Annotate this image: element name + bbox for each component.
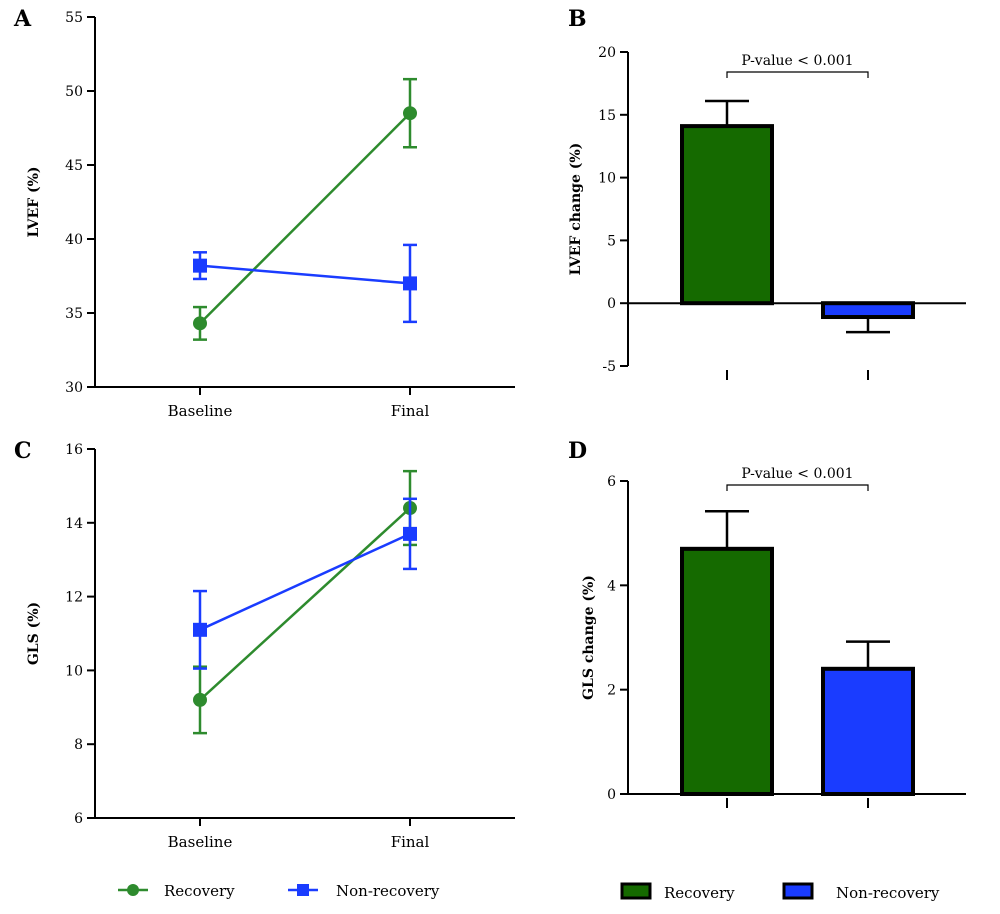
panel-letter-a: A	[13, 6, 32, 32]
panel-b-y-tick-label: 5	[607, 233, 616, 249]
legend-left-recovery-marker	[127, 884, 139, 896]
panel-c-y-tick-label: 14	[65, 516, 83, 532]
panel-c-series-recovery-point	[193, 692, 207, 707]
panel-a-series-nonrecovery-point	[193, 258, 207, 273]
panel-c-y-tick-label: 10	[65, 663, 83, 679]
panel-b-y-axis-label: LVEF change (%)	[568, 143, 584, 276]
panel-letter-d: D	[568, 438, 587, 464]
panel-c-line-chart: 6 8 10 12 14 16 Baseline Final GLS (%)	[26, 442, 515, 851]
legend-left: Recovery Non-recovery	[118, 882, 440, 900]
legend-left-nonrecovery-label: Non-recovery	[336, 882, 440, 900]
panel-c-y-tick-label: 12	[65, 590, 83, 606]
panel-a-series-nonrecovery-line	[199, 264, 411, 285]
panel-c-series-nonrecovery-point	[193, 622, 207, 637]
panel-d-y-tick-label: 2	[607, 683, 616, 699]
panel-c-x-tick-label: Final	[391, 833, 430, 851]
panel-b-y-tick-label: 20	[598, 45, 616, 61]
panel-d-p-value: P-value < 0.001	[741, 466, 853, 482]
panel-a-y-tick-label: 30	[65, 380, 83, 396]
panel-a-series-recovery-point	[403, 106, 417, 121]
panel-d-bar-nonrecovery	[821, 666, 915, 796]
panel-b-bar-recovery	[680, 124, 774, 306]
panel-d-y-tick-label: 6	[607, 474, 616, 490]
panel-d-significance-bracket	[726, 484, 869, 491]
panel-b-y-tick-label: 0	[607, 296, 616, 312]
legend-right-nonrecovery-label: Non-recovery	[836, 884, 940, 902]
legend-right-recovery-swatch	[620, 882, 652, 900]
panel-b-y-tick-label: 15	[598, 108, 616, 124]
panel-b-p-value: P-value < 0.001	[741, 53, 853, 69]
legend-left-recovery-label: Recovery	[164, 882, 235, 900]
panel-d-y-tick-label: 4	[607, 578, 616, 594]
legend-right-recovery-label: Recovery	[664, 884, 735, 902]
panel-c-y-axis-label: GLS (%)	[26, 602, 42, 665]
panel-c-series-recovery-line	[199, 507, 411, 701]
panel-letter-c: C	[14, 438, 32, 464]
panel-a-y-tick-label: 55	[65, 10, 83, 26]
panel-a-line-chart: 30 35 40 45 50 55 Baseline Final LVEF (%)	[26, 10, 515, 420]
panel-b-bar-chart: -5 0 5 10 15 20 LVEF change (%) P-value < 0.001	[568, 45, 966, 380]
panel-a-x-tick-label: Final	[391, 402, 430, 420]
panel-letter-b: B	[568, 6, 587, 32]
panel-b-significance-bracket	[726, 71, 869, 78]
legend-left-nonrecovery-marker	[297, 884, 309, 896]
panel-d-y-tick-label: 0	[607, 787, 616, 803]
panel-c-y-tick-label: 16	[65, 442, 83, 458]
panel-b-y-tick-label: -5	[602, 359, 616, 375]
panel-c-x-tick-label: Baseline	[168, 833, 233, 851]
panel-a-y-axis-label: LVEF (%)	[26, 166, 42, 237]
panel-c-y-tick-label: 8	[74, 737, 83, 753]
panel-c-series-nonrecovery-line	[199, 532, 411, 631]
panel-b-y-tick-label: 10	[598, 171, 616, 187]
panel-d-bar-chart: 0 2 4 6 GLS change (%) P-value < 0.001	[581, 466, 966, 808]
panel-c-y-tick-label: 6	[74, 811, 83, 827]
panel-c-series-nonrecovery-point	[403, 526, 417, 541]
panel-a-x-tick-label: Baseline	[168, 402, 233, 420]
panel-d-y-axis-label: GLS change (%)	[581, 575, 597, 700]
legend-right-nonrecovery-swatch	[782, 882, 814, 900]
legend-right: Recovery Non-recovery	[620, 882, 940, 902]
panel-a-series-recovery-line	[199, 112, 411, 325]
panel-b-bar-nonrecovery	[821, 301, 915, 320]
panel-a-y-tick-label: 50	[65, 84, 83, 100]
panel-a-y-tick-label: 35	[65, 306, 83, 322]
panel-d-bar-recovery	[680, 546, 774, 796]
panel-a-series-recovery-point	[193, 316, 207, 331]
panel-a-y-tick-label: 45	[65, 158, 83, 174]
panel-a-y-tick-label: 40	[65, 232, 83, 248]
panel-a-series-nonrecovery-point	[403, 276, 417, 291]
